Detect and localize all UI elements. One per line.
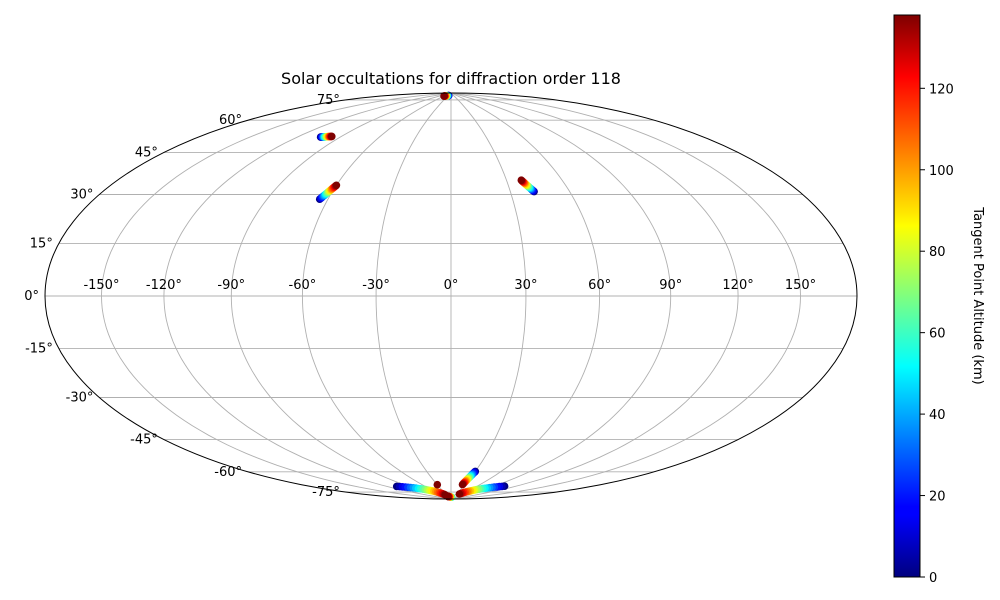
longitude-tick-label: -120° bbox=[146, 278, 182, 293]
colorbar-label: Tangent Point Altitude (km) bbox=[970, 206, 985, 384]
colorbar-tick-label: 80 bbox=[929, 245, 946, 260]
longitude-tick-labels: -150° -120° -90° -60° -30° 0° 30° 60° 90° 120° 150… bbox=[83, 278, 816, 293]
latitude-tick-label: 30° bbox=[70, 188, 93, 203]
data-point bbox=[444, 492, 452, 501]
longitude-tick-label: -60° bbox=[289, 278, 317, 293]
longitude-tick-label: 150° bbox=[785, 278, 816, 293]
colorbar-tick-label: 40 bbox=[929, 408, 946, 423]
longitude-tick-label: -30° bbox=[362, 278, 390, 293]
data-point bbox=[328, 132, 336, 141]
chart-title: Solar occultations for diffraction order… bbox=[281, 69, 621, 88]
colorbar-tick-label: 0 bbox=[929, 571, 937, 586]
latitude-tick-label: 75° bbox=[317, 93, 340, 108]
longitude-tick-label: -90° bbox=[217, 278, 245, 293]
latitude-tick-labels: 75° 60° 45° 30° 15° 0° -15° -30° -45° -60° -75° bbox=[24, 93, 340, 500]
latitude-tick-label: -60° bbox=[214, 465, 242, 480]
colorbar-tick-label: 100 bbox=[929, 164, 954, 179]
longitude-tick-label: 30° bbox=[514, 278, 537, 293]
data-point bbox=[458, 480, 467, 489]
longitude-tick-label: 0° bbox=[444, 278, 459, 293]
occultation-points bbox=[315, 91, 538, 502]
data-point bbox=[455, 490, 464, 498]
latitude-tick-label: 60° bbox=[219, 113, 242, 128]
map-boundary bbox=[44, 92, 858, 500]
latitude-tick-label: 15° bbox=[30, 236, 53, 251]
data-point bbox=[433, 480, 442, 489]
latitude-tick-label: 45° bbox=[135, 145, 158, 160]
longitude-tick-label: -150° bbox=[83, 278, 119, 293]
colorbar-tick-label: 60 bbox=[929, 327, 946, 342]
data-point bbox=[440, 92, 448, 100]
latitude-tick-label: -30° bbox=[66, 391, 94, 406]
latitude-tick-label: -15° bbox=[25, 342, 53, 357]
longitude-tick-label: 120° bbox=[722, 278, 753, 293]
latitude-tick-label: -75° bbox=[312, 485, 340, 500]
colorbar-gradient bbox=[893, 14, 921, 578]
data-point bbox=[517, 176, 526, 184]
longitude-tick-label: 90° bbox=[659, 278, 682, 293]
latitude-tick-label: 0° bbox=[24, 289, 39, 304]
latitude-tick-label: -45° bbox=[130, 433, 158, 448]
data-point bbox=[332, 181, 341, 190]
graticule-grid bbox=[45, 93, 857, 499]
colorbar-tick-label: 20 bbox=[929, 490, 946, 505]
colorbar: 0 20 40 60 80 100 120 Tangent Point Altitude (… bbox=[893, 14, 985, 586]
colorbar-tick-label: 120 bbox=[929, 82, 954, 97]
longitude-tick-label: 60° bbox=[588, 278, 611, 293]
colorbar-ticks: 0 20 40 60 80 100 120 bbox=[920, 82, 954, 586]
